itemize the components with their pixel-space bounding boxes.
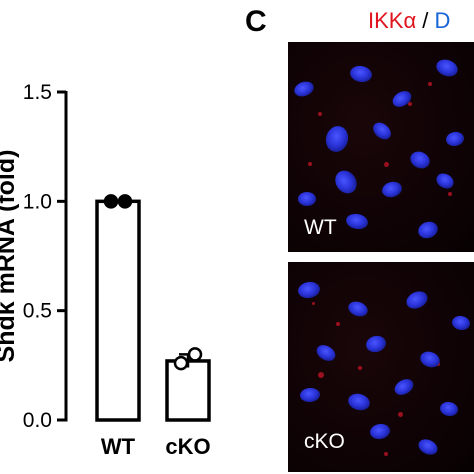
y-tick-label: 0.0: [23, 409, 52, 432]
y-tick-label: 1.0: [23, 190, 52, 213]
ikka-signal-speck: [358, 366, 362, 370]
micrograph-cko: cKO: [288, 262, 474, 472]
y-axis-label-group: Shdk mRNA (fold): [0, 150, 20, 363]
y-tick-label: 1.5: [23, 81, 52, 104]
y-axis-label: Shdk mRNA (fold): [0, 150, 20, 363]
cell-nucleus: [403, 288, 431, 312]
y-tick-label: 0.5: [23, 300, 52, 323]
cell-nucleus: [407, 148, 433, 172]
ikka-signal-speck: [308, 162, 312, 166]
x-category-label: cKO: [165, 434, 210, 459]
ikka-signal-speck: [448, 192, 452, 196]
cell-nucleus: [364, 333, 388, 355]
bar-wt: [95, 199, 141, 422]
cell-nucleus: [299, 387, 321, 403]
cell-nucleus: [450, 314, 472, 332]
ikka-signal-speck: [336, 322, 340, 326]
cell-nucleus: [389, 87, 415, 111]
data-point-wt: [117, 194, 133, 209]
data-point-cko: [173, 355, 189, 371]
ikka-signal-speck: [428, 82, 432, 86]
micrograph-wt: WT: [288, 42, 474, 252]
cell-nucleus: [369, 119, 395, 143]
data-point-cko: [187, 347, 203, 362]
cell-nucleus: [433, 170, 457, 192]
cell-nucleus: [444, 130, 466, 148]
cell-nucleus: [348, 64, 374, 84]
data-point-wt: [103, 194, 119, 209]
cell-nucleus: [298, 192, 316, 206]
panel-c-letter: C: [245, 5, 267, 38]
cell-nucleus: [330, 166, 362, 198]
cell-nucleus: [418, 349, 442, 370]
ikka-signal-speck: [318, 112, 322, 116]
ikka-signal-speck: [398, 412, 403, 417]
micrograph-wt-label: WT: [304, 216, 337, 239]
cell-nucleus: [292, 79, 316, 99]
bar-chart: Shdk mRNA (fold) 0.0 0.5 1.0 1.5 WT cKO: [0, 81, 211, 459]
cell-nucleus: [344, 212, 370, 231]
micrograph-cko-label: cKO: [304, 430, 345, 453]
cell-nucleus: [380, 179, 404, 200]
ikka-signal-speck: [312, 302, 315, 305]
cell-nucleus: [368, 422, 392, 441]
ikka-signal-speck: [384, 162, 389, 167]
x-category-label: WT: [101, 434, 136, 459]
cell-nucleus: [391, 375, 417, 399]
cell-nucleus: [415, 436, 441, 458]
ikka-signal-speck: [318, 372, 324, 378]
ikka-signal-speck: [408, 102, 412, 106]
bar-cko: [165, 359, 211, 422]
stain-legend-header: IKKα / D: [368, 8, 450, 34]
cell-nucleus: [346, 391, 372, 413]
cell-nucleus: [433, 56, 461, 80]
cell-nucleus: [296, 280, 322, 300]
stain-ikka-label: IKKα: [368, 8, 417, 33]
cell-nucleus: [438, 400, 460, 418]
stain-dapi-label: D: [434, 8, 451, 33]
cell-nucleus: [313, 341, 339, 365]
ikka-signal-speck: [384, 452, 388, 456]
stain-separator: /: [416, 8, 435, 33]
cell-nucleus: [323, 123, 351, 155]
cell-nucleus: [415, 219, 441, 241]
cell-nucleus: [346, 299, 370, 319]
